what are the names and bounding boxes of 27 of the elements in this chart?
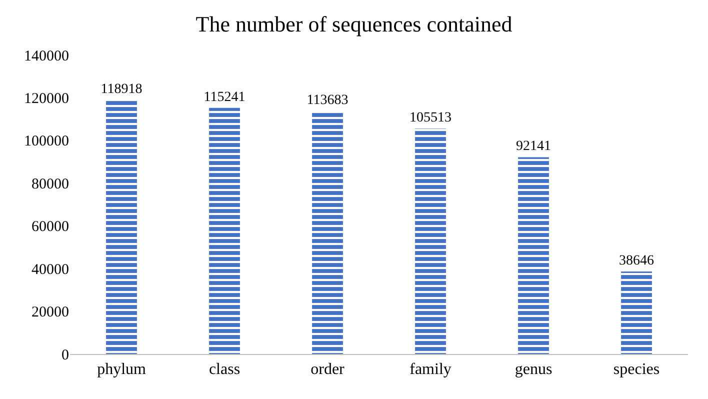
- data-label: 92141: [516, 139, 551, 154]
- x-tick-label: order: [310, 361, 346, 378]
- x-tick-label: species: [613, 361, 660, 378]
- y-tick-label: 140000: [24, 48, 69, 64]
- data-label: 118918: [100, 82, 142, 98]
- y-tick-label: 60000: [32, 219, 69, 236]
- x-tick-label: phylum: [97, 361, 146, 378]
- x-tick-label: class: [208, 361, 240, 378]
- y-tick-label: 120000: [24, 90, 69, 107]
- bar: [621, 271, 652, 354]
- y-tick-label: 0: [62, 347, 69, 364]
- chart-title: The number of sequences contained: [196, 11, 512, 36]
- y-tick-label: 20000: [32, 304, 69, 321]
- data-label: 115241: [204, 90, 246, 105]
- x-tick-label: family: [410, 361, 452, 378]
- bar: [415, 128, 446, 354]
- y-tick-label: 100000: [24, 134, 69, 150]
- data-label: 113683: [306, 93, 348, 108]
- data-label: 105513: [410, 110, 452, 126]
- bar: [106, 100, 137, 354]
- bar: [312, 111, 343, 354]
- data-label: 38646: [619, 253, 654, 268]
- y-tick-label: 40000: [32, 262, 69, 278]
- bar: [518, 157, 549, 354]
- bar: [209, 108, 240, 354]
- y-tick-label: 80000: [32, 176, 69, 192]
- x-tick-label: genus: [514, 361, 552, 378]
